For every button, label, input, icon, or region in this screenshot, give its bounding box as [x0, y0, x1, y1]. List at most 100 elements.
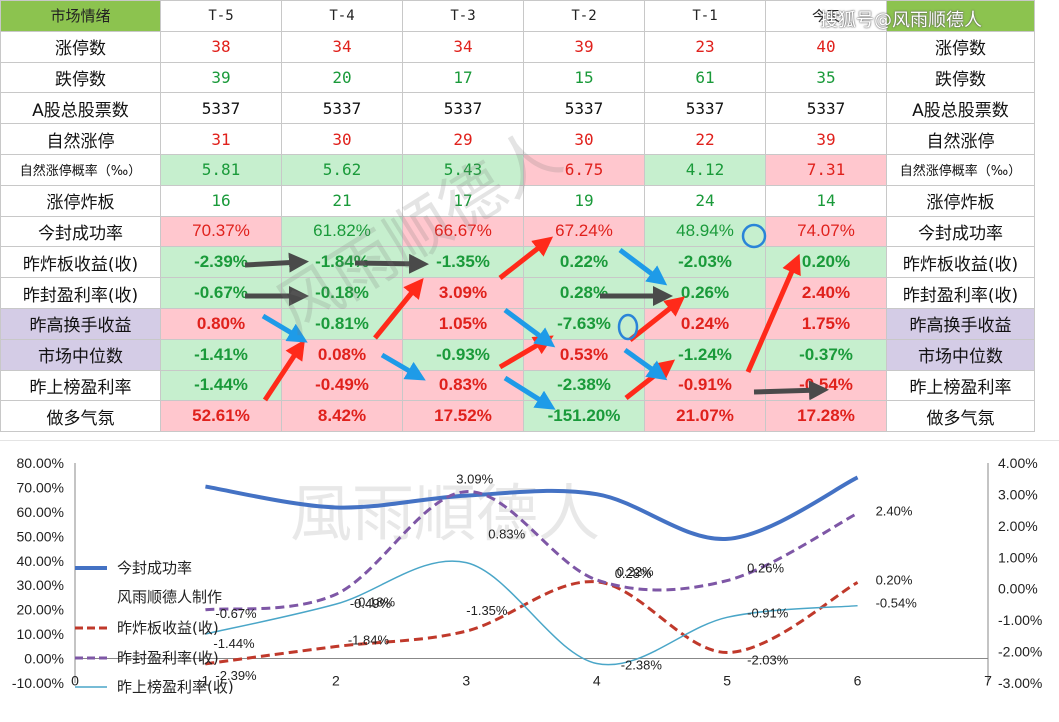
- value-cell: -1.84%: [281, 246, 403, 279]
- data-label: -2.39%: [215, 668, 257, 683]
- y-left-tick-label: 70.00%: [17, 479, 64, 495]
- table-row: 跌停数 39 20 17 15 61 35 跌停数: [0, 61, 1035, 94]
- y-right-tick-label: 3.00%: [998, 486, 1038, 502]
- x-tick-label: 1: [202, 673, 210, 689]
- table-row: 涨停数 38 34 34 39 23 40 涨停数: [0, 30, 1035, 63]
- row-label: 涨停炸板: [0, 184, 161, 217]
- table-row: 昨炸板收益(收) -2.39% -1.84% -1.35% 0.22% -2.03% 0.2…: [0, 246, 1035, 279]
- value-cell: 5337: [160, 92, 282, 125]
- row-label-right: 跌停数: [886, 61, 1035, 94]
- value-cell: 39: [160, 61, 282, 94]
- row-label-right: 涨停炸板: [886, 184, 1035, 217]
- row-label-right: 昨上榜盈利率: [886, 369, 1035, 402]
- data-label: 0.83%: [488, 527, 525, 542]
- table-row: 市场中位数 -1.41% 0.08% -0.93% 0.53% -1.24% -0.37% 市…: [0, 338, 1035, 371]
- y-right-tick-label: 2.00%: [998, 518, 1038, 534]
- value-cell: 29: [402, 123, 524, 155]
- value-cell: 0.26%: [644, 277, 766, 309]
- value-cell: 34: [281, 30, 403, 63]
- header-row: 市场情绪 T-5 T-4 T-3 T-2 T-1 今天: [0, 0, 1035, 32]
- y-right-tick-label: -2.00%: [998, 644, 1042, 660]
- value-cell: -2.03%: [644, 246, 766, 279]
- y-left-tick-label: 0.00%: [24, 651, 64, 667]
- value-cell: -0.81%: [281, 307, 403, 340]
- line-chart: 風雨順德人-10.00%0.00%10.00%20.00%30.00%40.00…: [0, 440, 1059, 696]
- value-cell: -1.24%: [644, 338, 766, 371]
- data-label: -0.18%: [354, 594, 396, 609]
- header-cell: T-5: [160, 0, 282, 32]
- value-cell: -0.49%: [281, 369, 403, 402]
- row-label: 昨高换手收益: [0, 307, 161, 340]
- y-left-tick-label: 60.00%: [17, 504, 64, 520]
- table-row: 昨上榜盈利率 -1.44% -0.49% 0.83% -2.38% -0.91% -0.54…: [0, 369, 1035, 402]
- table-row: 自然涨停 31 30 29 30 22 39 自然涨停: [0, 123, 1035, 155]
- value-cell: 31: [160, 123, 282, 155]
- x-tick-label: 4: [593, 673, 601, 689]
- value-cell: 0.24%: [644, 307, 766, 340]
- y-right-tick-label: 1.00%: [998, 549, 1038, 565]
- value-cell: 24: [644, 184, 766, 217]
- value-cell: 22: [644, 123, 766, 155]
- row-label: 涨停数: [0, 30, 161, 63]
- value-cell: 38: [160, 30, 282, 63]
- y-left-tick-label: 30.00%: [17, 577, 64, 593]
- market-sentiment-table: 市场情绪 T-5 T-4 T-3 T-2 T-1 今天 涨停数 38 34 34 39 23 40 涨停数跌…: [0, 0, 1035, 433]
- value-cell: -0.37%: [765, 338, 887, 371]
- table-row: 昨高换手收益 0.80% -0.81% 1.05% -7.63% 0.24% 1.75% 昨高…: [0, 307, 1035, 340]
- value-cell: 6.75: [523, 153, 645, 186]
- row-label: 昨封盈利率(收): [0, 277, 161, 309]
- y-left-tick-label: 50.00%: [17, 528, 64, 544]
- top-right-watermark: 搜狐号@风雨顺德人: [820, 10, 982, 31]
- value-cell: 5.62: [281, 153, 403, 186]
- x-tick-label: 0: [71, 673, 79, 689]
- value-cell: 0.22%: [523, 246, 645, 279]
- header-cell: 今天: [765, 0, 887, 32]
- data-label: 2.40%: [876, 503, 913, 518]
- data-label: -0.54%: [876, 596, 918, 611]
- value-cell: -0.91%: [644, 369, 766, 402]
- value-cell: 61: [644, 61, 766, 94]
- legend-item: 风雨顺德人制作: [117, 588, 222, 606]
- value-cell: 0.08%: [281, 338, 403, 371]
- header-right-cell: [886, 0, 1035, 32]
- row-label-right: 涨停数: [886, 30, 1035, 63]
- legend-item: 昨炸板收益(收): [117, 619, 219, 637]
- value-cell: 8.42%: [281, 400, 403, 433]
- table-row: 今封成功率 70.37% 61.82% 66.67% 67.24% 48.94% 74.07…: [0, 215, 1035, 248]
- x-tick-label: 3: [462, 673, 470, 689]
- y-right-tick-label: -1.00%: [998, 612, 1042, 628]
- data-label: -0.49%: [350, 596, 392, 611]
- header-cell: T-1: [644, 0, 766, 32]
- value-cell: 2.40%: [765, 277, 887, 309]
- row-label-right: 昨高换手收益: [886, 307, 1035, 340]
- value-cell: 5337: [523, 92, 645, 125]
- value-cell: 21: [281, 184, 403, 217]
- series-line: [205, 475, 859, 541]
- value-cell: 17.28%: [765, 400, 887, 433]
- value-cell: 30: [523, 123, 645, 155]
- x-tick-label: 6: [854, 673, 862, 689]
- data-label: 3.09%: [456, 472, 493, 487]
- value-cell: 21.07%: [644, 400, 766, 433]
- value-cell: 5337: [281, 92, 403, 125]
- value-cell: 5337: [402, 92, 524, 125]
- series-line: [205, 580, 859, 666]
- table-row: A股总股票数 5337 5337 5337 5337 5337 5337 A股总股票数: [0, 92, 1035, 125]
- data-label: -2.38%: [621, 658, 663, 673]
- value-cell: 30: [281, 123, 403, 155]
- value-cell: 20: [281, 61, 403, 94]
- row-label: 昨上榜盈利率: [0, 369, 161, 402]
- row-label-right: 昨封盈利率(收): [886, 277, 1035, 309]
- value-cell: -7.63%: [523, 307, 645, 340]
- legend-item: 今封成功率: [117, 559, 192, 577]
- table-row: 涨停炸板 16 21 17 19 24 14 涨停炸板: [0, 184, 1035, 217]
- data-label: 0.26%: [747, 561, 784, 576]
- x-tick-label: 7: [984, 673, 992, 689]
- value-cell: 35: [765, 61, 887, 94]
- value-cell: 17: [402, 184, 524, 217]
- legend-item: 昨上榜盈利率(收): [117, 678, 234, 696]
- value-cell: -0.67%: [160, 277, 282, 309]
- data-label: -1.84%: [348, 633, 390, 648]
- value-cell: 39: [523, 30, 645, 63]
- value-cell: -0.18%: [281, 277, 403, 309]
